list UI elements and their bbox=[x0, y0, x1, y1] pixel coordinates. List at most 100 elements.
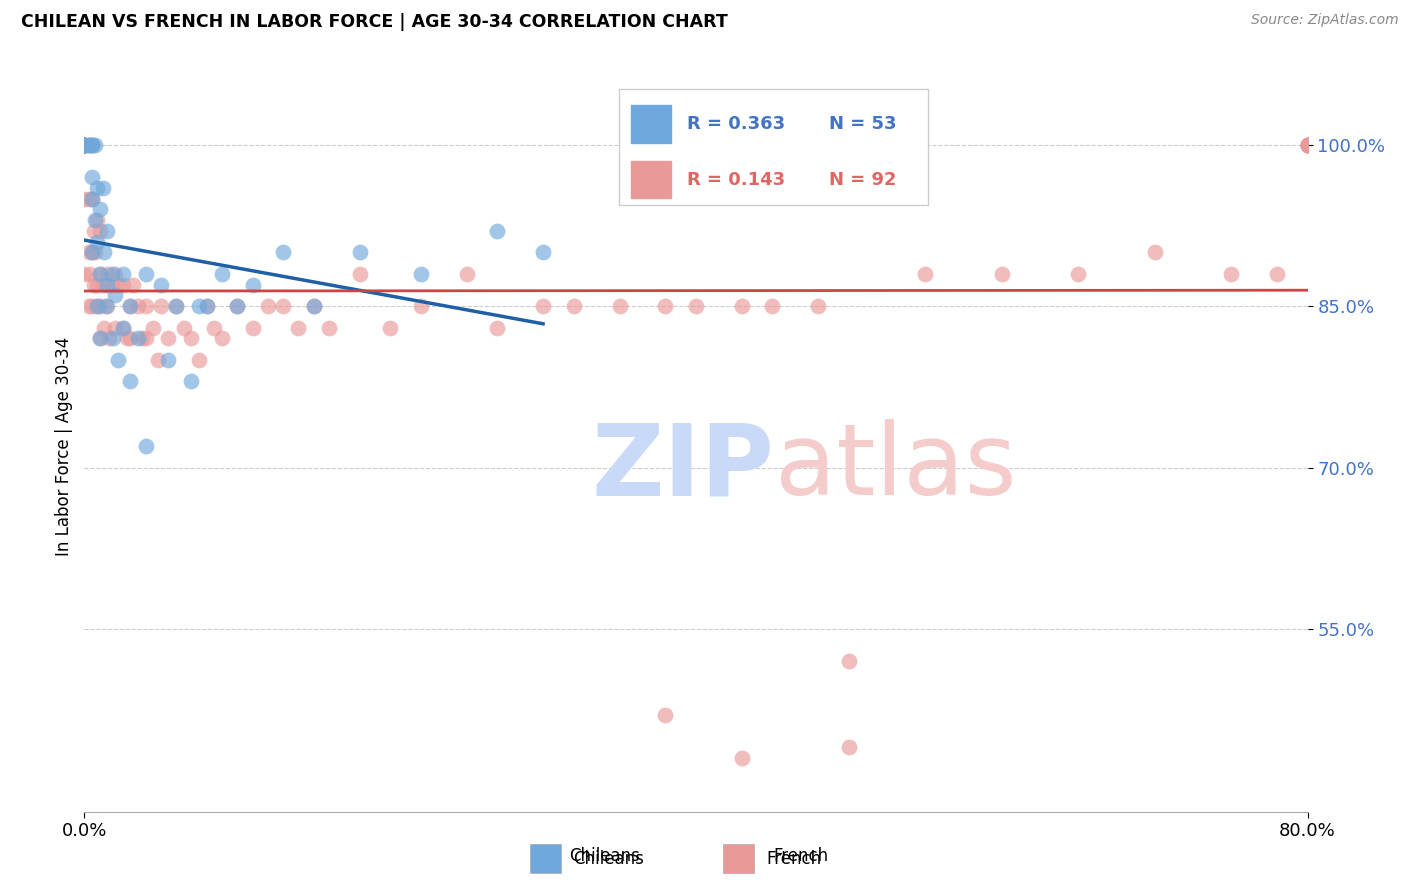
Point bbox=[1296, 137, 1319, 152]
Point bbox=[302, 299, 325, 313]
Point bbox=[531, 245, 554, 260]
Point bbox=[120, 375, 142, 389]
Point bbox=[73, 137, 96, 152]
Point bbox=[104, 288, 127, 302]
Point bbox=[86, 181, 108, 195]
Point bbox=[73, 137, 96, 152]
Point bbox=[202, 320, 225, 334]
Text: N = 53: N = 53 bbox=[830, 115, 897, 133]
Point bbox=[685, 299, 707, 313]
FancyBboxPatch shape bbox=[530, 844, 561, 873]
Y-axis label: In Labor Force | Age 30-34: In Labor Force | Age 30-34 bbox=[55, 336, 73, 556]
Point bbox=[157, 353, 180, 368]
Text: French: French bbox=[766, 849, 821, 868]
Point bbox=[97, 331, 120, 345]
Point bbox=[86, 235, 108, 249]
Point bbox=[115, 331, 138, 345]
Point bbox=[107, 277, 129, 292]
Point bbox=[242, 277, 264, 292]
Point bbox=[380, 320, 402, 334]
Point bbox=[149, 277, 172, 292]
Text: ZIP: ZIP bbox=[592, 419, 775, 516]
Point bbox=[111, 267, 134, 281]
Point bbox=[96, 267, 118, 281]
Point bbox=[456, 267, 478, 281]
Point bbox=[86, 213, 108, 227]
Point bbox=[287, 320, 309, 334]
Point bbox=[101, 267, 124, 281]
Point bbox=[409, 299, 432, 313]
Point bbox=[195, 299, 218, 313]
Point bbox=[86, 277, 108, 292]
Point bbox=[807, 299, 830, 313]
Point bbox=[271, 245, 294, 260]
Point bbox=[111, 320, 134, 334]
Point bbox=[127, 299, 149, 313]
Point bbox=[89, 267, 111, 281]
Point bbox=[80, 192, 103, 206]
Point bbox=[80, 137, 103, 152]
Point bbox=[486, 320, 509, 334]
Point bbox=[188, 299, 211, 313]
Point bbox=[838, 740, 860, 755]
Point bbox=[257, 299, 280, 313]
Point bbox=[101, 277, 124, 292]
Point bbox=[80, 245, 103, 260]
Point bbox=[107, 353, 129, 368]
Point bbox=[991, 267, 1014, 281]
Point bbox=[73, 137, 96, 152]
Point bbox=[180, 375, 202, 389]
Point bbox=[103, 331, 125, 345]
Point bbox=[87, 299, 110, 313]
Point bbox=[80, 192, 103, 206]
Point bbox=[226, 299, 249, 313]
Point bbox=[654, 299, 676, 313]
Point bbox=[486, 224, 509, 238]
Point bbox=[157, 331, 180, 345]
Text: atlas: atlas bbox=[776, 419, 1017, 516]
Point bbox=[77, 137, 100, 152]
Point bbox=[761, 299, 783, 313]
Point bbox=[77, 192, 100, 206]
Point bbox=[91, 181, 114, 195]
Point bbox=[731, 299, 754, 313]
Point bbox=[79, 267, 101, 281]
Point bbox=[914, 267, 936, 281]
Point bbox=[149, 299, 172, 313]
Point bbox=[104, 267, 127, 281]
Point bbox=[135, 439, 157, 453]
Point bbox=[127, 331, 149, 345]
Point bbox=[349, 245, 371, 260]
Text: Chileans: Chileans bbox=[574, 849, 644, 868]
Text: French: French bbox=[773, 847, 830, 865]
Point bbox=[242, 320, 264, 334]
Point bbox=[609, 299, 631, 313]
Point bbox=[211, 331, 233, 345]
Text: CHILEAN VS FRENCH IN LABOR FORCE | AGE 30-34 CORRELATION CHART: CHILEAN VS FRENCH IN LABOR FORCE | AGE 3… bbox=[21, 13, 728, 31]
Point bbox=[211, 267, 233, 281]
Point bbox=[1296, 137, 1319, 152]
Point bbox=[77, 299, 100, 313]
Point bbox=[73, 192, 96, 206]
Text: N = 92: N = 92 bbox=[830, 170, 897, 188]
Point bbox=[318, 320, 340, 334]
Point bbox=[165, 299, 187, 313]
Point bbox=[122, 277, 145, 292]
Point bbox=[73, 137, 96, 152]
Point bbox=[531, 299, 554, 313]
Text: Source: ZipAtlas.com: Source: ZipAtlas.com bbox=[1251, 13, 1399, 28]
Point bbox=[120, 299, 142, 313]
Point bbox=[1296, 137, 1319, 152]
Point bbox=[84, 137, 107, 152]
Point bbox=[91, 277, 114, 292]
Point bbox=[73, 137, 96, 152]
Point bbox=[349, 267, 371, 281]
Point bbox=[89, 224, 111, 238]
Point bbox=[93, 245, 115, 260]
Point bbox=[73, 137, 96, 152]
Point bbox=[146, 353, 169, 368]
Point bbox=[120, 331, 142, 345]
Point bbox=[96, 277, 118, 292]
Point bbox=[1143, 245, 1166, 260]
Point bbox=[77, 137, 100, 152]
